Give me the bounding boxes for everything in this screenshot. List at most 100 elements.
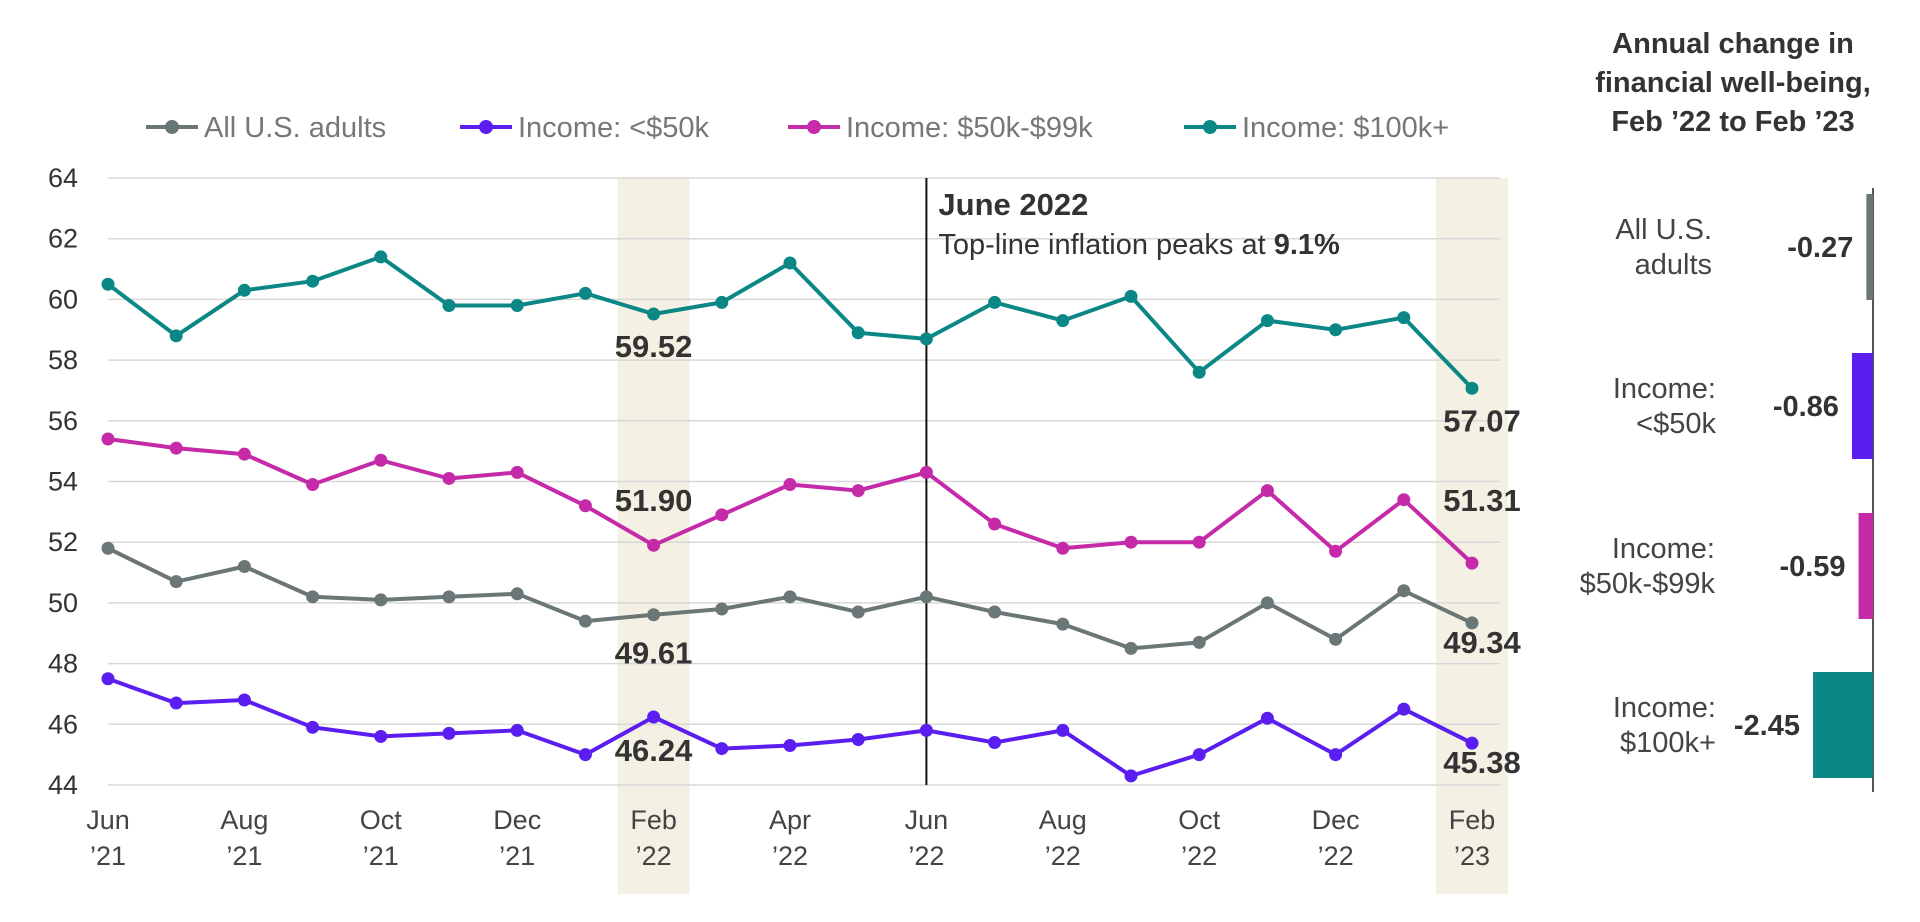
data-point-income_50_99k — [1056, 541, 1070, 555]
x-tick-label: ’23 — [1454, 841, 1490, 871]
annotation-text-bold: 9.1% — [1274, 229, 1340, 261]
x-tick-label: Dec — [493, 805, 541, 835]
data-point-all_adults — [169, 575, 183, 589]
x-tick-label: ’22 — [1045, 841, 1081, 871]
data-point-all_adults — [306, 590, 320, 604]
data-point-income_100k_plus — [1124, 289, 1138, 303]
data-point-all_adults — [237, 559, 251, 573]
x-tick-label: Aug — [1039, 805, 1087, 835]
data-point-income_100k_plus — [442, 298, 456, 312]
y-tick-label: 50 — [48, 588, 78, 618]
data-point-income_lt50k — [919, 723, 933, 737]
legend-swatch-dot — [807, 120, 821, 134]
side-bar-income_lt50k — [1851, 353, 1873, 459]
data-labels: 59.52 51.90 49.61 46.24 57.07 51.31 49.34 45.38 — [615, 329, 1522, 780]
data-point-income_lt50k — [169, 696, 183, 710]
y-tick-label: 48 — [48, 649, 78, 679]
side-value-label: -0.86 — [1773, 391, 1839, 423]
annotation-text-plain: Top-line inflation peaks at — [938, 229, 1273, 261]
x-tick-label: ’22 — [908, 841, 944, 871]
data-point-income_100k_plus — [988, 295, 1002, 309]
data-point-income_100k_plus — [578, 286, 592, 300]
data-point-all_adults — [715, 602, 729, 616]
data-point-income_100k_plus — [374, 250, 388, 264]
data-label: 51.31 — [1443, 483, 1521, 518]
side-value-label: -2.45 — [1734, 710, 1800, 742]
data-point-income_lt50k — [1056, 723, 1070, 737]
data-point-income_lt50k — [783, 739, 797, 753]
data-point-income_50_99k — [578, 499, 592, 513]
data-point-income_100k_plus — [101, 277, 115, 291]
annotation-title: June 2022 — [938, 187, 1088, 222]
data-point-all_adults — [919, 590, 933, 604]
data-point-income_100k_plus — [715, 295, 729, 309]
x-tick-label: Apr — [769, 805, 811, 835]
data-point-all_adults — [1260, 596, 1274, 610]
data-point-income_50_99k — [919, 465, 933, 479]
data-label: 51.90 — [615, 483, 693, 518]
data-point-income_lt50k — [442, 726, 456, 740]
data-point-income_50_99k — [306, 478, 320, 492]
x-tick-label: Feb — [630, 805, 677, 835]
x-tick-label: ’21 — [90, 841, 126, 871]
data-point-all_adults — [1192, 635, 1206, 649]
side-category-label: <$50k — [1636, 408, 1716, 440]
data-point-income_50_99k — [1329, 544, 1343, 558]
data-label: 59.52 — [615, 329, 693, 364]
data-point-income_50_99k — [101, 432, 115, 446]
data-point-income_100k_plus — [1192, 365, 1206, 379]
data-point-income_lt50k — [1465, 736, 1479, 750]
data-point-income_lt50k — [101, 672, 115, 686]
annotation-text: Top-line inflation peaks at 9.1% — [938, 229, 1340, 261]
side-bar-all_adults — [1866, 194, 1873, 300]
y-tick-label: 46 — [48, 709, 78, 739]
y-tick-label: 54 — [48, 467, 78, 497]
data-point-income_100k_plus — [1465, 381, 1479, 395]
side-category-label: $100k+ — [1620, 727, 1716, 759]
x-tick-label: ’21 — [499, 841, 535, 871]
data-point-all_adults — [851, 605, 865, 619]
data-point-all_adults — [783, 590, 797, 604]
data-point-income_100k_plus — [169, 329, 183, 343]
side-title: Annual change in — [1612, 28, 1854, 60]
x-tick-label: ’22 — [1318, 841, 1354, 871]
legend-label: Income: $100k+ — [1242, 112, 1449, 144]
data-point-income_100k_plus — [306, 274, 320, 288]
data-point-income_50_99k — [374, 453, 388, 467]
data-point-income_lt50k — [1397, 702, 1411, 716]
data-point-income_lt50k — [578, 748, 592, 762]
x-axis-ticks: Jun ’21 Aug ’21 Oct ’21 Dec ’21 Feb ’22 Apr ’22 Jun ’… — [86, 805, 1495, 871]
legend-swatch-dot — [165, 120, 179, 134]
data-point-income_100k_plus — [1397, 311, 1411, 325]
data-point-income_50_99k — [988, 517, 1002, 531]
data-point-income_lt50k — [237, 693, 251, 707]
y-axis-ticks: 44 46 48 50 52 54 56 58 60 62 64 — [48, 163, 78, 800]
legend-label: Income: $50k-$99k — [846, 112, 1093, 144]
data-point-income_50_99k — [1124, 535, 1138, 549]
side-category-label: Income: — [1613, 692, 1716, 724]
annual-change-bar-chart: Annual change in financial well-being, Feb… — [1580, 28, 1874, 792]
legend-label: All U.S. adults — [204, 112, 386, 144]
y-tick-label: 64 — [48, 163, 78, 193]
data-point-income_100k_plus — [919, 332, 933, 346]
y-tick-label: 62 — [48, 224, 78, 254]
series-lines — [106, 254, 1474, 778]
data-point-all_adults — [510, 587, 524, 601]
highlight-band — [1436, 178, 1508, 894]
legend-swatch-dot — [1203, 120, 1217, 134]
y-tick-label: 58 — [48, 345, 78, 375]
data-point-all_adults — [988, 605, 1002, 619]
side-title: financial well-being, — [1595, 67, 1871, 99]
inflation-annotation: June 2022 Top-line inflation peaks at 9.1… — [925, 178, 1340, 785]
y-tick-label: 60 — [48, 284, 78, 314]
data-point-income_100k_plus — [647, 307, 661, 321]
data-label: 57.07 — [1443, 403, 1521, 438]
data-point-income_lt50k — [1260, 711, 1274, 725]
data-point-all_adults — [1465, 616, 1479, 630]
data-point-income_100k_plus — [1329, 323, 1343, 337]
x-tick-label: ’22 — [636, 841, 672, 871]
data-point-income_50_99k — [1397, 493, 1411, 507]
side-value-label: -0.59 — [1779, 551, 1845, 583]
data-label: 49.61 — [615, 636, 693, 671]
data-point-all_adults — [374, 593, 388, 607]
